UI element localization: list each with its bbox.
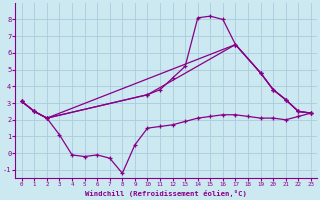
X-axis label: Windchill (Refroidissement éolien,°C): Windchill (Refroidissement éolien,°C) (85, 190, 247, 197)
